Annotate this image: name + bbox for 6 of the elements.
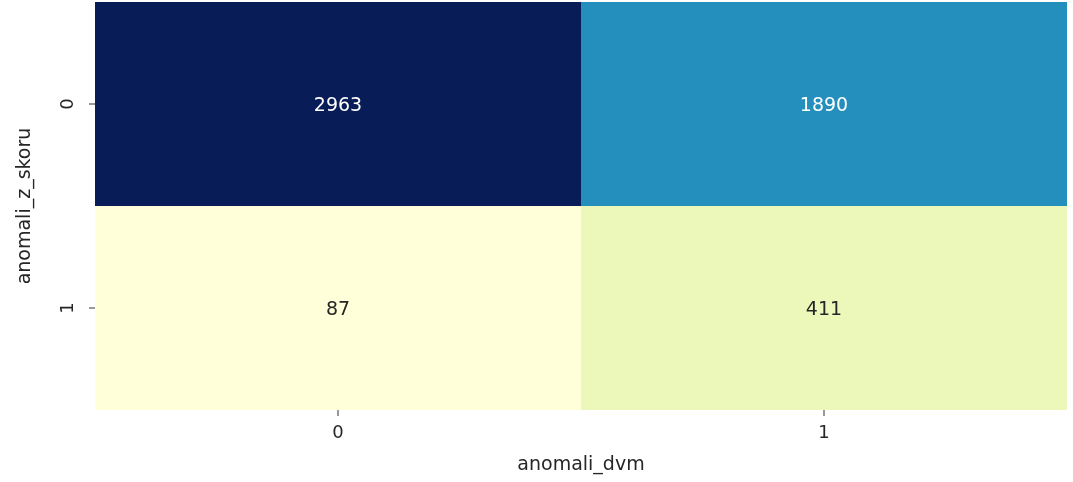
- x-axis-title: anomali_dvm: [517, 452, 645, 475]
- data-label: 2963: [313, 92, 363, 115]
- y-axis-title: anomali_z_skoru: [12, 127, 35, 285]
- data-label: 411: [805, 296, 843, 319]
- data-label: 87: [325, 296, 351, 319]
- data-label: 1890: [799, 92, 849, 115]
